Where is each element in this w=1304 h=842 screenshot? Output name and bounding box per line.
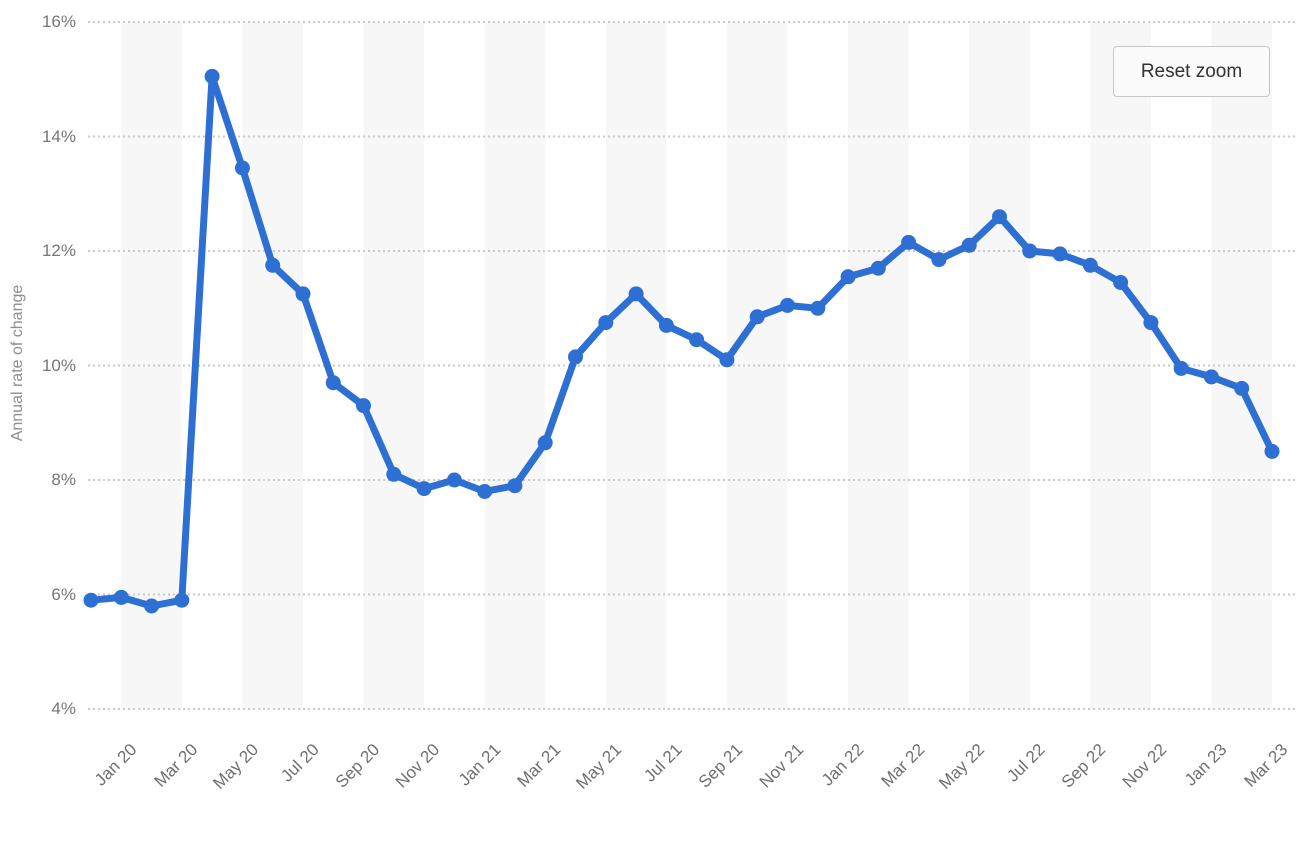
plot-band: [605, 23, 667, 709]
data-point-marker[interactable]: [1113, 275, 1129, 290]
data-point-marker[interactable]: [295, 286, 311, 302]
data-point-marker[interactable]: [719, 352, 735, 368]
reset-zoom-button[interactable]: Reset zoom: [1113, 46, 1270, 97]
plot-band: [1211, 23, 1272, 709]
data-point-marker[interactable]: [901, 234, 917, 250]
data-point-marker[interactable]: [356, 398, 371, 414]
data-point-marker[interactable]: [204, 68, 220, 84]
y-tick-label: 16%: [41, 12, 76, 31]
data-point-marker[interactable]: [1143, 315, 1159, 331]
data-point-marker[interactable]: [628, 286, 644, 302]
data-point-marker[interactable]: [265, 257, 281, 273]
data-point-marker[interactable]: [537, 435, 553, 451]
data-point-marker[interactable]: [992, 209, 1007, 225]
y-tick-label: 8%: [51, 470, 76, 489]
data-point-marker[interactable]: [1082, 257, 1098, 273]
data-point-marker[interactable]: [144, 598, 160, 614]
plot-band: [726, 23, 788, 709]
gridlines: [88, 21, 1296, 710]
series-group: [83, 68, 1280, 614]
data-point-marker[interactable]: [961, 237, 977, 253]
y-axis-title: Annual rate of change: [9, 284, 26, 442]
data-point-marker[interactable]: [810, 300, 826, 316]
data-point-marker[interactable]: [1173, 360, 1189, 376]
data-point-marker[interactable]: [416, 481, 432, 497]
data-point-marker[interactable]: [598, 315, 614, 331]
data-point-marker[interactable]: [1022, 243, 1038, 259]
data-point-marker[interactable]: [386, 466, 402, 482]
data-point-marker[interactable]: [568, 349, 583, 365]
data-point-marker[interactable]: [749, 309, 765, 325]
data-point-marker[interactable]: [1203, 369, 1219, 385]
data-point-marker[interactable]: [931, 252, 947, 268]
plot-band: [1090, 23, 1151, 709]
series-line: [87, 72, 1276, 610]
data-point-marker[interactable]: [840, 269, 856, 285]
plot-band: [242, 23, 303, 709]
data-point-marker[interactable]: [477, 484, 493, 499]
y-tick-label: 4%: [51, 699, 76, 718]
data-point-marker[interactable]: [1264, 443, 1280, 459]
data-point-marker[interactable]: [507, 478, 523, 494]
data-point-marker[interactable]: [1052, 246, 1068, 262]
data-point-marker[interactable]: [234, 160, 250, 176]
data-point-marker[interactable]: [1234, 380, 1250, 396]
data-point-marker[interactable]: [83, 592, 99, 608]
data-point-marker[interactable]: [689, 332, 705, 348]
data-point-marker[interactable]: [780, 297, 795, 313]
data-point-marker[interactable]: [174, 592, 190, 608]
data-point-marker[interactable]: [325, 375, 341, 391]
y-tick-label: 12%: [41, 241, 76, 260]
plot-band: [121, 23, 182, 709]
data-point-marker[interactable]: [658, 317, 674, 333]
data-point-marker[interactable]: [870, 260, 886, 276]
data-point-marker[interactable]: [446, 472, 462, 488]
y-tick-label: 10%: [41, 355, 76, 375]
y-tick-label: 14%: [41, 126, 76, 146]
data-point-marker[interactable]: [113, 589, 129, 605]
y-tick-label: 6%: [51, 584, 76, 604]
